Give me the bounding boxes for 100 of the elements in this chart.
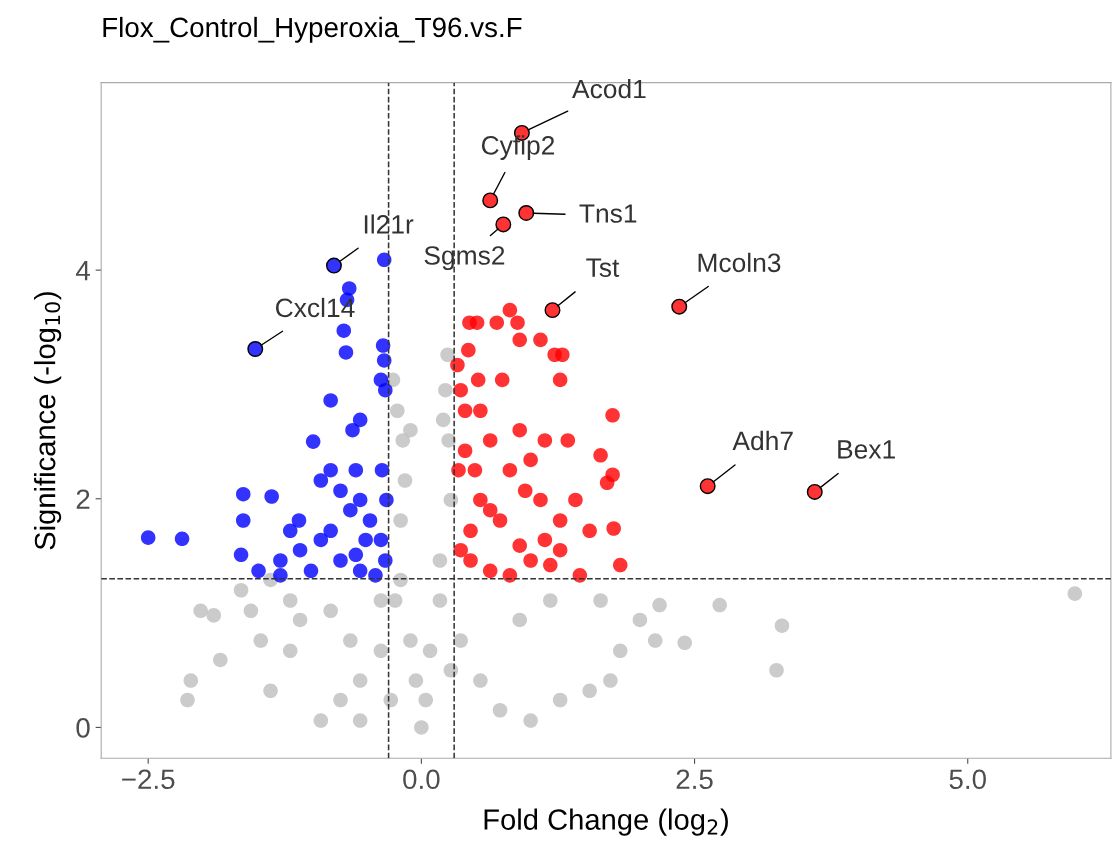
point: [533, 492, 548, 508]
point: [523, 452, 538, 468]
point: [264, 489, 279, 504]
point: [303, 563, 319, 579]
point: [605, 408, 620, 423]
x-tick-label: 0.0: [403, 769, 440, 790]
y-tick-label: 4: [75, 261, 90, 281]
annotation: Tns1: [579, 204, 637, 223]
point: [560, 433, 576, 448]
x-tick-label: 5.0: [949, 769, 986, 790]
point: [333, 483, 348, 499]
point: [467, 462, 483, 478]
point: [582, 523, 597, 539]
annotation: Acod1: [572, 78, 646, 99]
point: [453, 542, 468, 558]
point: [313, 532, 329, 548]
point: [457, 443, 473, 459]
point: [552, 372, 568, 388]
point: [292, 542, 308, 558]
point: [502, 302, 518, 318]
point: [378, 553, 393, 568]
point: [473, 403, 488, 419]
point: [489, 315, 505, 330]
chart-title: Flox_Control_Hyperoxia_T96.vs.F: [103, 16, 522, 43]
point: [376, 353, 392, 368]
point: [599, 475, 615, 491]
point: [233, 547, 249, 563]
point: [482, 502, 498, 518]
point: [374, 462, 390, 478]
annotation: Tst: [586, 258, 620, 277]
point: [343, 502, 358, 518]
point: [523, 553, 538, 568]
point: [512, 332, 527, 348]
point: [494, 372, 510, 388]
point: [537, 433, 553, 448]
point: [473, 492, 488, 508]
point: [305, 434, 321, 449]
annotation: Il21r: [364, 214, 414, 234]
y-tick-label: 0: [76, 718, 90, 738]
point: [492, 513, 508, 528]
point: [352, 563, 368, 579]
point: [336, 323, 352, 338]
point: [379, 492, 394, 508]
x-tick-label: −2.5: [122, 769, 175, 790]
point: [461, 342, 476, 358]
point: [469, 315, 485, 330]
annotation: Bex1: [838, 440, 895, 459]
point: [251, 563, 266, 579]
point: [345, 422, 360, 438]
point: [555, 347, 570, 363]
point: [348, 547, 364, 563]
point: [362, 513, 378, 528]
point: [174, 531, 190, 547]
point: [313, 473, 329, 488]
point: [482, 563, 498, 579]
point: [338, 345, 354, 360]
point: [352, 412, 368, 428]
y-tick-label: 2: [76, 489, 90, 509]
point: [358, 532, 373, 548]
annotation: Cxcl14: [276, 297, 355, 318]
point: [291, 513, 307, 528]
annotation: Adh7: [732, 430, 793, 451]
point: [352, 492, 368, 508]
point: [482, 433, 498, 448]
point: [282, 523, 298, 539]
point: [378, 382, 393, 398]
point: [140, 530, 156, 545]
point: [593, 448, 608, 463]
point: [533, 332, 548, 348]
x-tick-label: 2.5: [676, 769, 713, 790]
point: [568, 492, 583, 508]
point: [517, 483, 533, 499]
point: [373, 532, 389, 548]
point: [537, 532, 553, 548]
point: [457, 403, 473, 419]
point: [348, 462, 364, 478]
annotation: Mcoln3: [698, 252, 781, 273]
point: [606, 521, 621, 536]
point: [552, 513, 568, 528]
point: [612, 557, 628, 573]
point: [323, 393, 338, 408]
point: [375, 338, 391, 353]
annotation: Cyfip2: [481, 135, 555, 160]
point: [543, 557, 558, 573]
point: [323, 462, 338, 478]
point: [463, 553, 478, 568]
y-axis-title: Significance (-log$_{10}$): [34, 292, 62, 550]
point: [453, 382, 468, 398]
point: [463, 523, 478, 539]
point: [376, 252, 392, 268]
point: [510, 315, 525, 330]
point: [333, 553, 348, 568]
point: [512, 538, 527, 553]
point: [235, 486, 251, 502]
annotation: Sgms2: [424, 246, 505, 271]
point: [512, 422, 527, 438]
point: [470, 372, 486, 388]
x-axis-title: Fold Change (log$_{2}$): [484, 808, 728, 836]
point: [323, 523, 338, 539]
point: [273, 553, 288, 568]
